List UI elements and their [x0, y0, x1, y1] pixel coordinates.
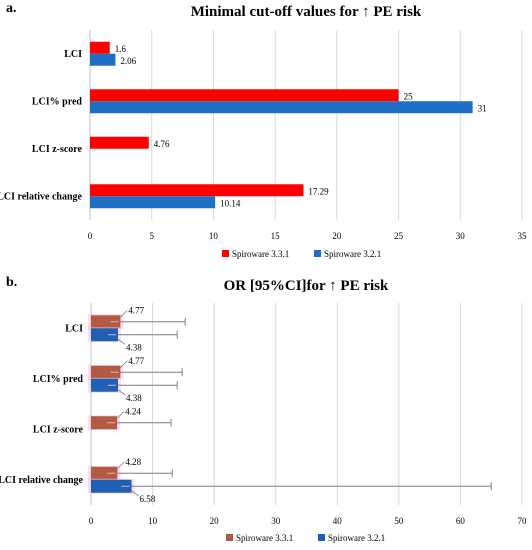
panel-b-data-label: 4.77: [128, 356, 144, 366]
panel-a-tick-label: 15: [271, 231, 281, 241]
panel-a-category-label: LCI relative change: [0, 191, 83, 202]
panel-b-data-label: 4.28: [125, 457, 141, 467]
panel-a-data-label: 10.14: [220, 198, 241, 208]
panel-a-legend-swatch: [222, 250, 229, 257]
panel-b-tick-label: 70: [518, 516, 528, 526]
panel-b-category-label: LCI z-score: [33, 424, 84, 435]
panel-a-bar: [90, 136, 149, 149]
panel-b-label-leader: [131, 490, 139, 497]
panel-a-data-label: 4.76: [154, 139, 170, 149]
panel-a-tick-label: 30: [456, 231, 466, 241]
panel-b-tick-label: 0: [89, 516, 94, 526]
panel-a-bar: [90, 89, 399, 102]
panel-b-data-label: 4.77: [128, 305, 144, 315]
panel-b-tick-label: 30: [271, 516, 281, 526]
panel-b-legend-label: Spiroware 3.3.1: [236, 533, 293, 543]
panel-b-category-label: LCI relative change: [0, 475, 84, 486]
panel-a-bar: [90, 41, 110, 54]
panel-a-bar: [90, 53, 116, 66]
panel-a-title: Minimal cut-off values for ↑ PE risk: [190, 4, 422, 20]
panel-a-data-label: 1.6: [115, 44, 127, 54]
panel-a-tick-label: 5: [149, 231, 154, 241]
panel-b-label-leader: [116, 410, 125, 419]
panel-a-category-label: LCI% pred: [32, 96, 83, 107]
panel-b-tick-label: 20: [210, 516, 220, 526]
panel-b-label-leader: [117, 389, 126, 396]
panel-b-legend-swatch: [226, 534, 233, 541]
panel-b-label-leader: [120, 360, 128, 369]
panel-b-letter: b.: [6, 275, 18, 290]
panel-b-data-label: 6.58: [140, 494, 156, 504]
panel-b-legend-label: Spiroware 3.2.1: [328, 533, 385, 543]
panel-a-tick-label: 35: [518, 231, 528, 241]
panel-b-tick-label: 40: [333, 516, 343, 526]
panel-a-letter: a.: [6, 1, 17, 16]
panel-a-bar: [90, 101, 473, 114]
panel-b-bar: [91, 378, 118, 392]
panel-a-category-label: LCI: [64, 49, 82, 60]
panel-a-legend-label: Spiroware 3.2.1: [324, 249, 381, 259]
panel-b-data-label: 4.38: [126, 342, 142, 352]
panel-b-bar: [91, 466, 118, 480]
panel-b-bar: [91, 365, 121, 379]
panel-a-tick-label: 25: [394, 231, 404, 241]
panel-a-data-label: 25: [404, 91, 414, 101]
panel-b-label-leader: [117, 461, 125, 470]
panel-b-tick-label: 50: [394, 516, 404, 526]
panel-a-legend-swatch: [314, 250, 321, 257]
panel-a-data-label: 31: [478, 103, 487, 113]
panel-b-bar: [91, 479, 132, 493]
panel-b-label-leader: [120, 309, 128, 318]
panel-b-data-label: 4.24: [125, 406, 141, 416]
panel-b-legend-swatch: [318, 534, 325, 541]
panel-a-tick-label: 0: [88, 231, 93, 241]
panel-b-category-label: LCI: [65, 323, 83, 334]
panel-b-bar: [91, 416, 118, 430]
panel-b-bar: [91, 315, 121, 329]
panel-a-data-label: 2.06: [120, 56, 136, 66]
panel-b-title: OR [95%CI]for ↑ PE risk: [223, 278, 389, 294]
panel-a-tick-label: 20: [332, 231, 342, 241]
panel-a-tick-label: 10: [209, 231, 219, 241]
panel-b-label-leader: [117, 338, 126, 345]
panel-b-tick-label: 10: [148, 516, 158, 526]
panel-b-data-label: 4.38: [126, 393, 142, 403]
panel-a-category-label: LCI z-score: [32, 144, 83, 155]
panel-b-tick-label: 60: [456, 516, 466, 526]
panel-a-data-label: 17.29: [308, 186, 329, 196]
panel-a-bar: [90, 196, 216, 209]
panel-b-bar: [91, 328, 118, 342]
panel-b-category-label: LCI% pred: [33, 374, 84, 385]
panel-a-bar: [90, 184, 304, 197]
panel-a-legend-label: Spiroware 3.3.1: [232, 249, 289, 259]
